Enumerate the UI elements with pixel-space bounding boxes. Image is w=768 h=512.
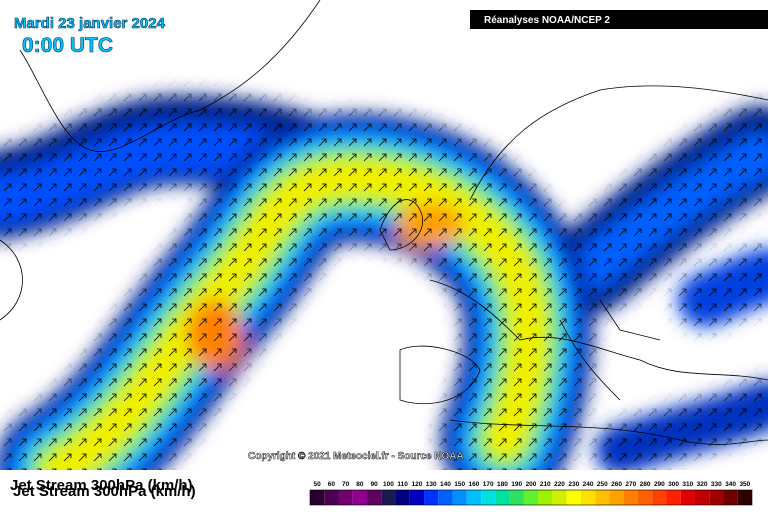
colorbar-swatch (310, 490, 325, 505)
colorbar-label: 200 (526, 481, 537, 488)
colorbar-label: 160 (469, 481, 480, 488)
colorbar-swatch (395, 490, 410, 505)
copyright: Copyright © 2021 Meteociel.fr - Source N… (248, 451, 464, 462)
colorbar-swatch (709, 490, 724, 505)
colorbar-label: 350 (739, 481, 750, 488)
colorbar-swatch (566, 490, 581, 505)
colorbar-label: 210 (540, 481, 551, 488)
colorbar-label: 130 (426, 481, 437, 488)
colorbar-swatch (466, 490, 482, 505)
colorbar-label: 330 (711, 481, 722, 488)
colorbar-swatch (694, 490, 710, 505)
colorbar: 50 60 70 80 90 100 110 120 130 140 150 160 170 180 190… (309, 481, 753, 506)
colorbar-label: 270 (625, 481, 636, 488)
colorbar-swatch (452, 490, 467, 505)
source-box (470, 10, 768, 29)
colorbar-swatch (609, 490, 624, 505)
colorbar-label: 320 (697, 481, 708, 488)
colorbar-label: 220 (554, 481, 565, 488)
time: 0:00 UTC (22, 34, 113, 57)
colorbar-swatch (523, 490, 539, 505)
colorbar-swatch (580, 490, 596, 505)
colorbar-swatch (409, 490, 425, 505)
colorbar-label: 140 (440, 481, 451, 488)
colorbar-swatch (637, 490, 653, 505)
colorbar-swatch (352, 490, 368, 505)
colorbar-swatch (595, 490, 610, 505)
colorbar-swatch (652, 490, 667, 505)
field-label-shadow: Jet Stream 300hPa (km/h) (13, 483, 196, 500)
colorbar-label: 300 (668, 481, 679, 488)
colorbar-label: 100 (383, 481, 394, 488)
colorbar-swatch (737, 490, 752, 505)
colorbar-label: 190 (511, 481, 522, 488)
colorbar-swatch (324, 490, 339, 505)
colorbar-label: 340 (725, 481, 736, 488)
source: Réanalyses NOAA/NCEP 2 (484, 15, 610, 26)
colorbar-label: 120 (412, 481, 423, 488)
colorbar-label: 170 (483, 481, 494, 488)
colorbar-label: 180 (497, 481, 508, 488)
colorbar-swatch (538, 490, 553, 505)
colorbar-swatch (666, 490, 681, 505)
field-label: Jet Stream 300hPa (km/h) (10, 477, 193, 494)
date: Mardi 23 janvier 2024 (14, 15, 166, 32)
colorbar-swatch (338, 490, 353, 505)
colorbar-label: 150 (454, 481, 465, 488)
colorbar-label: 50 (314, 481, 322, 488)
colorbar-frame (309, 489, 753, 506)
colorbar-swatch (552, 490, 567, 505)
coastlines (0, 0, 768, 445)
colorbar-label: 70 (342, 481, 350, 488)
colorbar-swatch (481, 490, 496, 505)
colorbar-label: 290 (654, 481, 665, 488)
colorbar-label: 60 (328, 481, 336, 488)
colorbar-swatch (381, 490, 396, 505)
colorbar-swatch (509, 490, 524, 505)
colorbar-swatch (495, 490, 510, 505)
colorbar-label: 90 (371, 481, 379, 488)
colorbar-label: 80 (356, 481, 364, 488)
colorbar-label: 260 (611, 481, 622, 488)
colorbar-swatch (424, 490, 439, 505)
colorbar-label: 250 (597, 481, 608, 488)
colorbar-label: 240 (583, 481, 594, 488)
colorbar-swatch (623, 490, 638, 505)
colorbar-label: 110 (397, 481, 408, 488)
colorbar-label: 230 (568, 481, 579, 488)
colorbar-swatch (367, 490, 382, 505)
colorbar-swatch (680, 490, 695, 505)
colorbar-swatch (723, 490, 738, 505)
colorbar-swatch (438, 490, 453, 505)
colorbar-label: 310 (682, 481, 693, 488)
colorbar-label: 280 (640, 481, 651, 488)
